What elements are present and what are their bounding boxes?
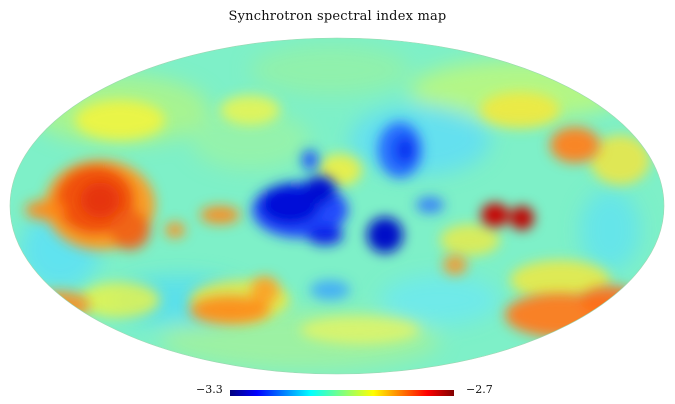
projection-outline [9, 37, 665, 375]
colorbar-max-label: −2.7 [466, 383, 493, 396]
colorbar [0, 384, 675, 400]
map-title: Synchrotron spectral index map [228, 9, 447, 24]
colorbar-min-label: −3.3 [196, 383, 223, 396]
colorbar-gradient [230, 390, 454, 396]
sky-map-pixels [10, 38, 664, 374]
